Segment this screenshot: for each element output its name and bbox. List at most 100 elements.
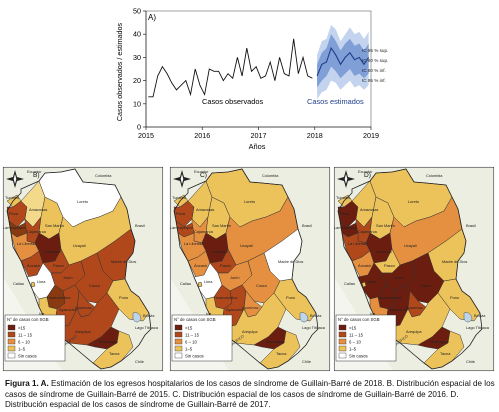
map-label-madrededios: Madre de Dios — [278, 259, 303, 264]
compass-rose — [173, 170, 191, 188]
map-label-callao: Callao — [344, 281, 355, 286]
map-panel: Ecuador Colombia Tumbes Loreto Piura Amazonas… — [2, 166, 164, 372]
map-frame — [333, 166, 495, 372]
map-label-cajamarca: Cajamarca — [27, 229, 47, 234]
legend-swatch — [174, 352, 183, 359]
legend-swatch — [7, 324, 16, 331]
map-panel: Ecuador Colombia Tumbes Loreto Piura Amazonas… — [333, 166, 495, 372]
map-label-junin: Junín — [230, 275, 240, 280]
map-label-amazonas: Amazonas — [360, 207, 378, 212]
map-panels: Ecuador Colombia Tumbes Loreto Piura Amazonas… — [2, 166, 495, 372]
map-frame — [2, 166, 164, 372]
map-label-sanmartin: San Martín — [212, 223, 231, 228]
y-tick-label: 0 — [137, 123, 141, 132]
y-tick-label: 30 — [133, 53, 141, 62]
map-label-callao: Callao — [13, 281, 24, 286]
map-label-puno: Puno — [286, 295, 295, 300]
map-label-brasil: Brasil — [135, 223, 145, 228]
map-label-loreto: Loreto — [408, 199, 419, 204]
map-panel-label: C) — [200, 172, 207, 179]
annotation-estimated: Casos estimados — [307, 97, 364, 106]
compass-rose — [337, 170, 355, 188]
country-outline — [337, 168, 483, 370]
legend-swatch — [338, 352, 347, 359]
x-tick-label: 2018 — [307, 131, 323, 140]
map-label-lagotiticaca: Lago Titicaca — [466, 325, 490, 330]
map-label-ecuador: Ecuador — [358, 169, 373, 174]
y-axis-label: Casos observados / estimados — [115, 22, 124, 121]
x-tick-label: 2016 — [194, 131, 210, 140]
country-outline — [173, 168, 319, 370]
map-label-ecuador: Ecuador — [194, 169, 209, 174]
legend-item-label: 1–5 — [349, 346, 357, 351]
map-label-colombia: Colombia — [262, 173, 279, 178]
legend-item-label: 1–5 — [185, 346, 193, 351]
map-legend: N° de casos con SGB >15 11 – 15 6 – 10 1–5 Si… — [171, 314, 233, 362]
map-label-junin: Junín — [394, 275, 404, 280]
map-label-pasco: Pasco — [53, 263, 64, 268]
legend-item-label: Sin casos — [349, 353, 368, 358]
legend-title: N° de casos con SGB — [7, 317, 49, 322]
map-label-apurimac: Apurímac — [406, 305, 423, 310]
compass-center — [344, 174, 348, 184]
map-label-arequipa: Arequipa — [242, 329, 258, 334]
map-label-cusco: Cusco — [89, 283, 100, 288]
series-lines — [148, 38, 370, 98]
map-label-ucayali: Ucayali — [240, 243, 253, 248]
map-label-tumbes: Tumbes — [336, 195, 350, 200]
map-label-bolivia: Bolivia — [474, 313, 486, 318]
band-label-ic80-inf: IC 80 % inf. — [362, 68, 386, 73]
legend-item-label: >15 — [349, 325, 357, 330]
map-label-brasil: Brasil — [466, 223, 476, 228]
map-label-bolivia: Bolivia — [310, 313, 322, 318]
legend-swatch — [338, 345, 347, 352]
map-region — [54, 292, 120, 346]
map-label-loreto: Loreto — [77, 199, 88, 204]
map-label-piura: Piura — [340, 211, 350, 216]
map-label-lambayeque: Lambayeque — [334, 225, 357, 230]
map-region — [221, 292, 287, 346]
map-region — [361, 281, 367, 288]
map-label-chile: Chile — [135, 359, 144, 364]
legend-swatch — [174, 345, 183, 352]
map-label-ayacucho: Ayacucho — [390, 307, 407, 312]
map-label-lagotiticaca: Lago Titicaca — [302, 325, 326, 330]
map-label-pasco: Pasco — [220, 263, 231, 268]
map-label-lagotiticaca: Lago Titicaca — [135, 325, 159, 330]
map-label-amazonas: Amazonas — [196, 207, 214, 212]
map-label-lalibertad: La Libertad — [17, 241, 36, 246]
legend-item-label: 1–5 — [18, 346, 26, 351]
map-label-lima: Lima — [368, 279, 377, 284]
y-tick-label: 10 — [133, 99, 141, 108]
map-label-ancash: Áncash — [27, 263, 40, 268]
map-region — [30, 281, 36, 288]
map-label-piura: Piura — [176, 211, 186, 216]
map-legend: N° de casos con SGB >15 11 – 15 6 – 10 1–5 Si… — [4, 314, 66, 362]
legend-swatch — [338, 338, 347, 345]
map-label-puno: Puno — [119, 295, 128, 300]
map-label-lima: Lima — [204, 279, 213, 284]
legend-swatch — [174, 338, 183, 345]
map-label-cajamarca: Cajamarca — [194, 229, 214, 234]
time-series-chart: A) Casos observados / estimados Años 201… — [115, 7, 388, 152]
map-label-callao: Callao — [180, 281, 191, 286]
map-label-chile: Chile — [302, 359, 311, 364]
legend-swatch — [338, 331, 347, 338]
map-label-apurimac: Apurímac — [75, 305, 92, 310]
map-label-lalibertad: La Libertad — [184, 241, 203, 246]
legend-title: N° de casos con SGB — [338, 317, 380, 322]
legend-swatch — [338, 324, 347, 331]
map-label-colombia: Colombia — [426, 173, 443, 178]
map-label-cusco: Cusco — [420, 283, 431, 288]
caption-label: Figura 1. A. — [5, 379, 49, 388]
map-region — [385, 292, 451, 346]
map-label-ecuador: Ecuador — [27, 169, 42, 174]
map-label-amazonas: Amazonas — [29, 207, 47, 212]
y-tick-label: 20 — [133, 76, 141, 85]
series-estimated-line — [316, 46, 370, 77]
map-label-ancash: Áncash — [194, 263, 207, 268]
map-label-chile: Chile — [466, 359, 475, 364]
legend-item-label: Sin casos — [18, 353, 37, 358]
map-label-ancash: Áncash — [358, 263, 371, 268]
map-label-cajamarca: Cajamarca — [358, 229, 378, 234]
